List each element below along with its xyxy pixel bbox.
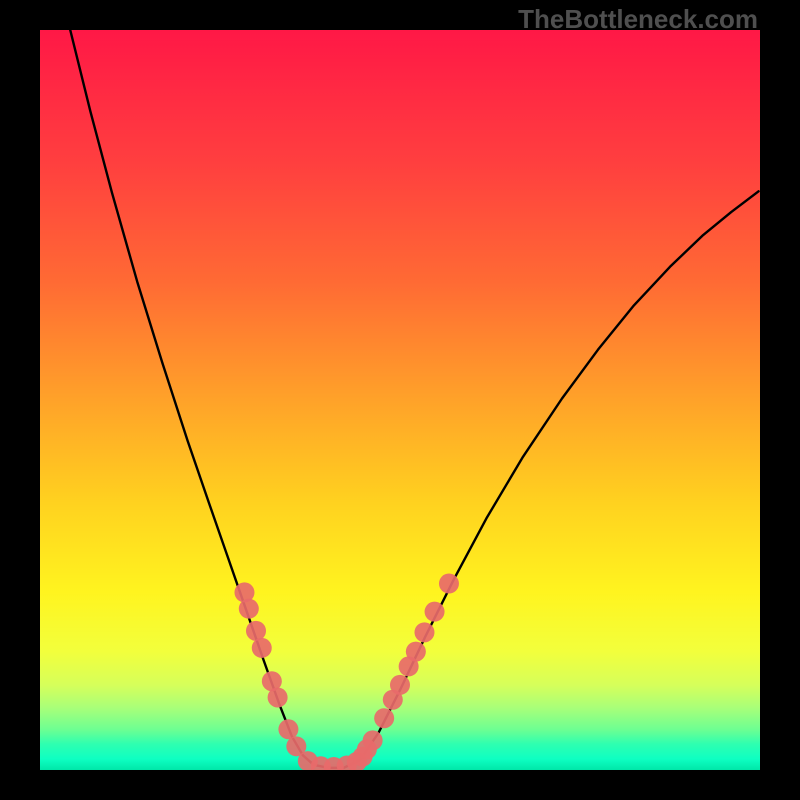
marker-dot [268,687,288,707]
plot-area [40,30,760,770]
marker-dot [406,642,426,662]
chart-root: { "type": "curve-over-gradient", "canvas… [0,0,800,800]
marker-dot [414,622,434,642]
marker-dot [425,602,445,622]
marker-dot [278,719,298,739]
marker-dot [363,730,383,750]
marker-dot [246,621,266,641]
marker-dot [374,708,394,728]
marker-dot [439,574,459,594]
chart-svg [40,30,760,770]
marker-dot [390,675,410,695]
marker-dot [239,599,259,619]
marker-dot [252,638,272,658]
